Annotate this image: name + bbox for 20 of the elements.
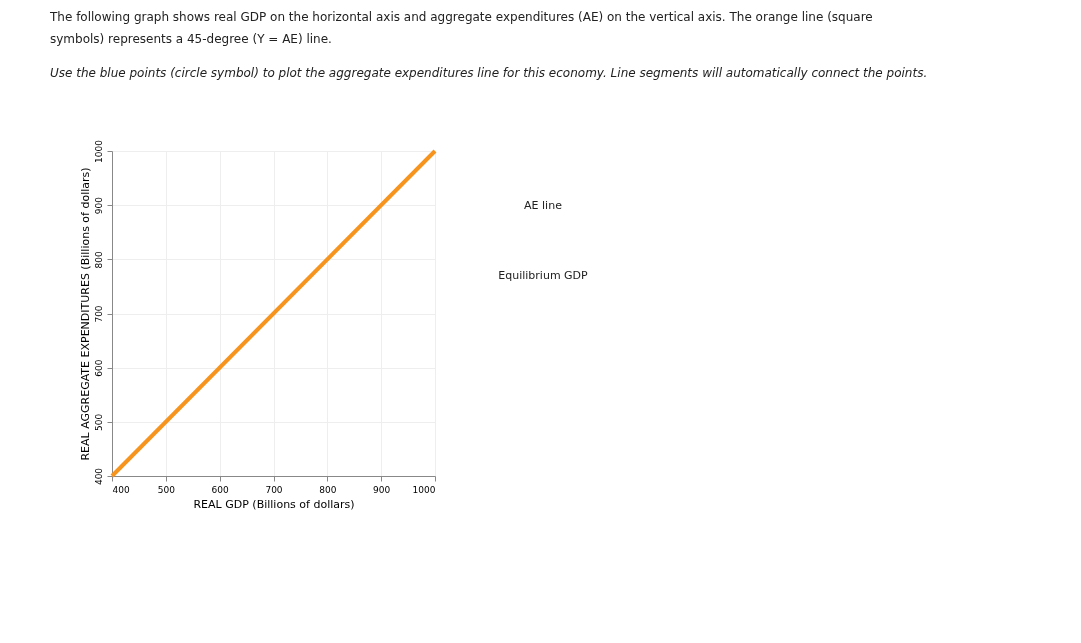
x-tick-label: 400 <box>112 484 130 495</box>
text: AE line <box>524 199 563 212</box>
text: Equilibrium GDP <box>498 269 589 282</box>
y-tick-label: 900 <box>93 196 104 215</box>
x-axis-title: REAL GDP (Billions of dollars) <box>193 497 355 511</box>
y-tick-label: 700 <box>93 305 104 323</box>
text: The following graph shows real GDP on the horizontal axis and aggregate expenditures (AE) on the vertical axis. The orange line (square <box>50 9 873 24</box>
y-tick-label: 1000 <box>93 139 104 163</box>
x-tick-label: 1000 <box>412 484 436 495</box>
y-tick-label: 500 <box>93 413 104 431</box>
x-tick-label: 700 <box>265 484 283 495</box>
x-tick-label: 800 <box>319 484 337 495</box>
text: symbols) represents a 45-degree (Y = AE) line. <box>50 31 332 46</box>
y-tick-label: 600 <box>93 359 104 377</box>
x-tick-label: 600 <box>211 484 230 495</box>
x-tick-label: 900 <box>373 484 391 495</box>
text: Use the blue points (circle symbol) to plot the aggregate expenditures line for this economy. Line segments will automatically connect the points. <box>50 65 928 80</box>
y-axis-title: REAL AGGREGATE EXPENDITURES (Billions of dollars) <box>78 167 92 461</box>
x-tick-label: 500 <box>157 484 176 495</box>
y-tick-label: 800 <box>93 250 104 269</box>
